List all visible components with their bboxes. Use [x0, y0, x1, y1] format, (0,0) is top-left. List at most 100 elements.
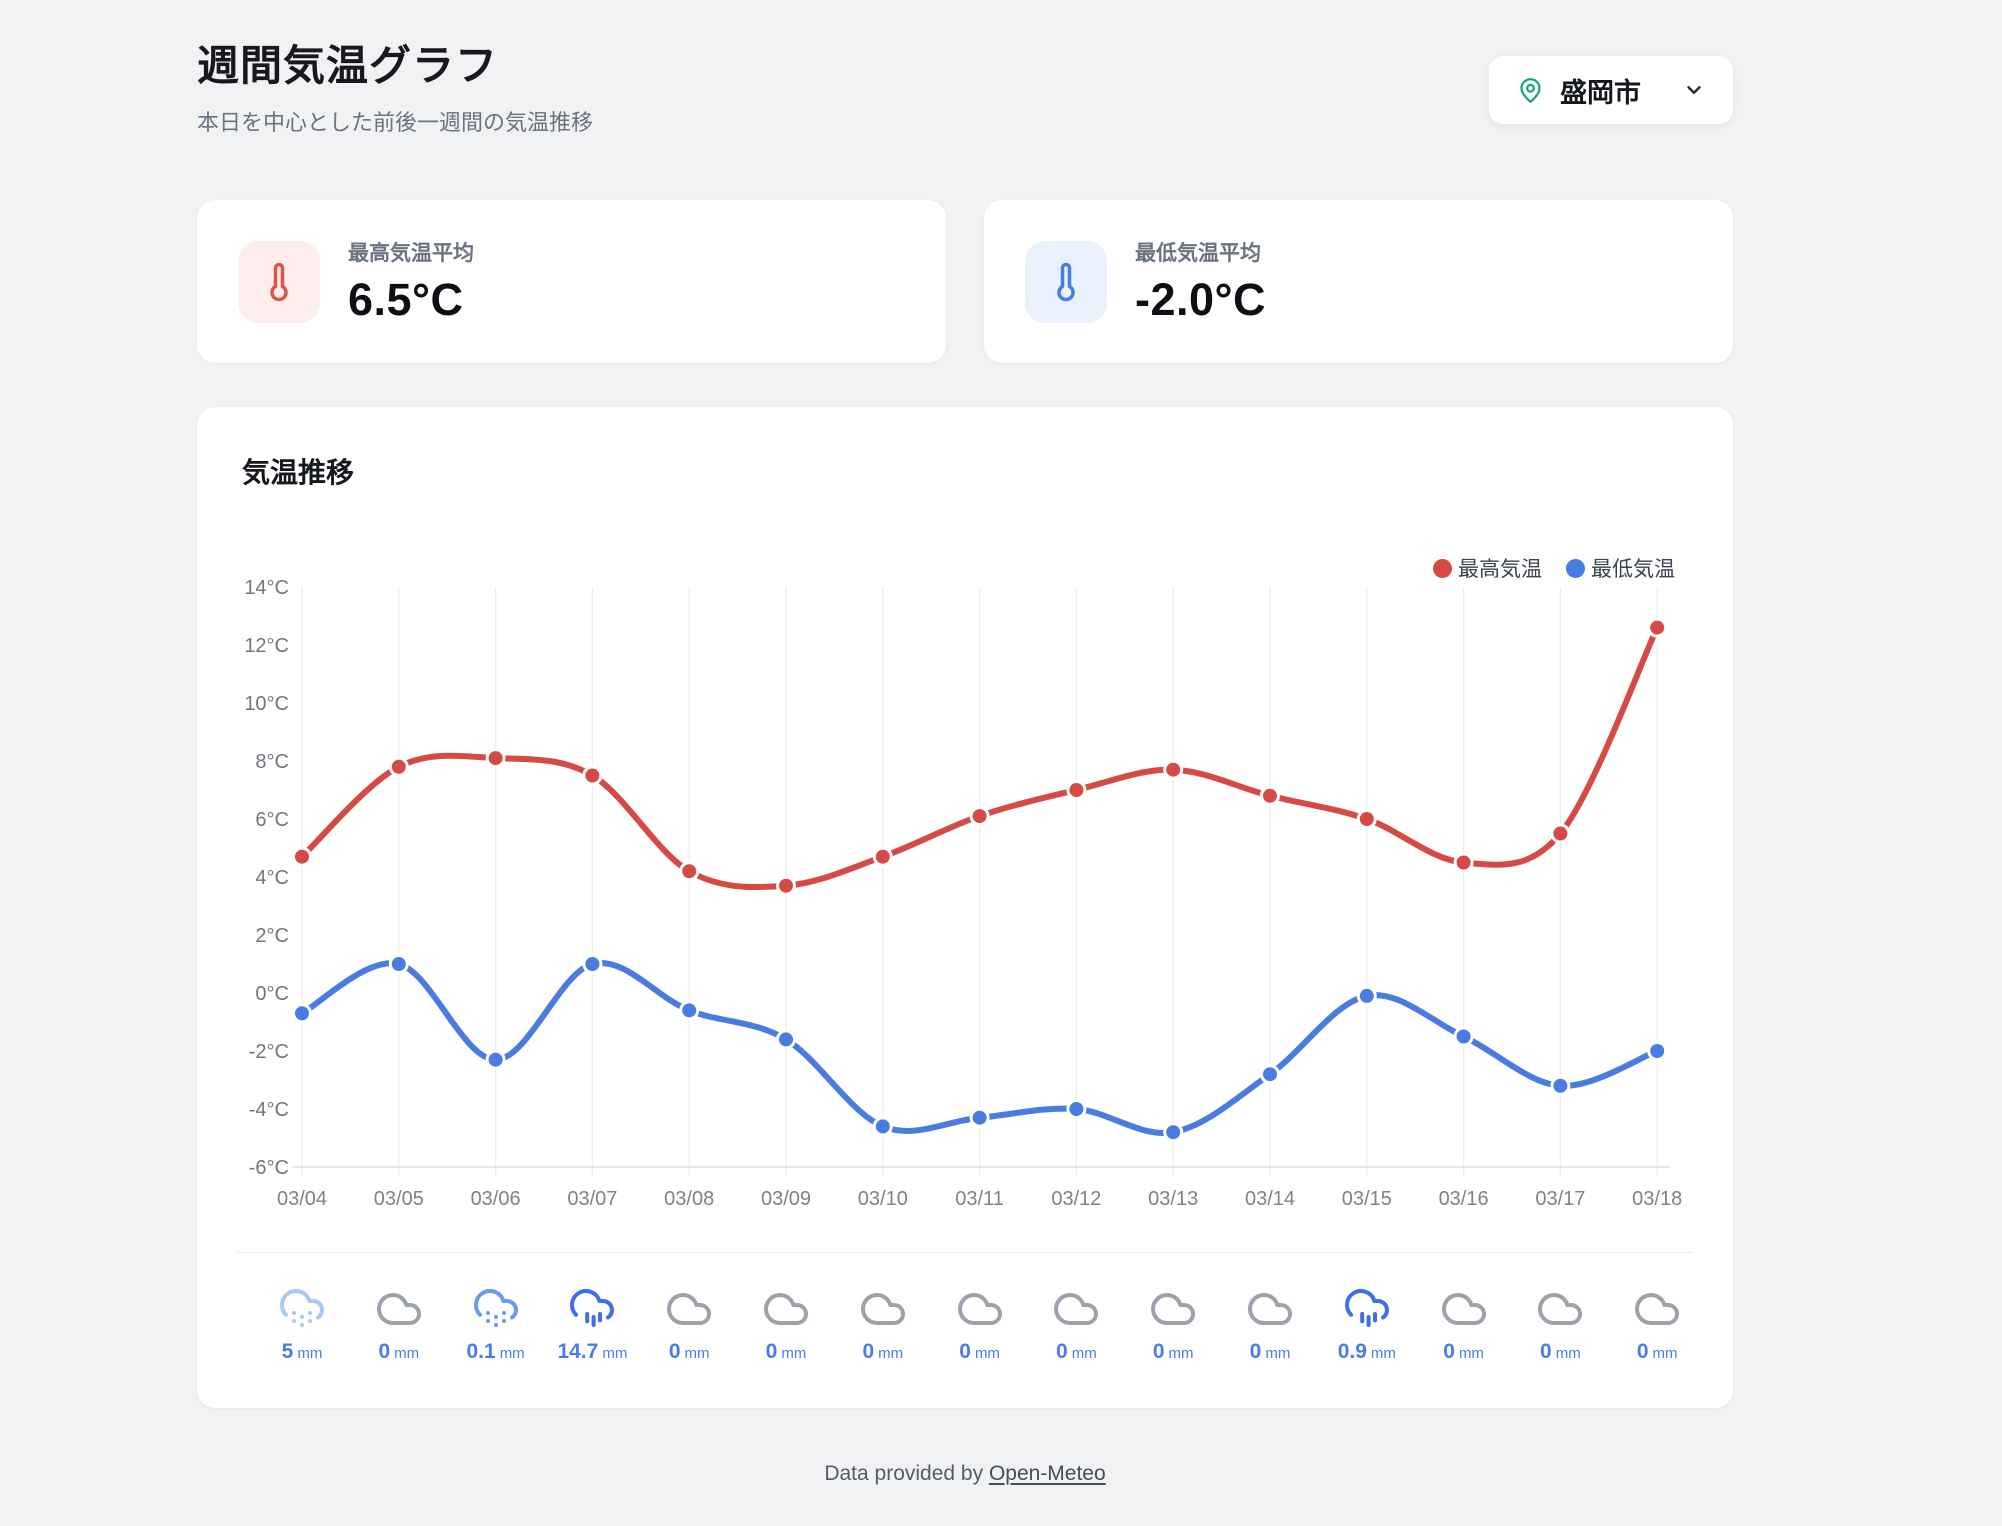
precip-day: 0 mm [350, 1285, 448, 1364]
precip-value: 0 mm [1221, 1340, 1319, 1364]
data-point [1356, 809, 1377, 829]
data-point [1550, 823, 1571, 844]
data-point [969, 1107, 990, 1128]
precip-day: 0 mm [1511, 1285, 1609, 1364]
x-axis-label: 03/05 [374, 1188, 424, 1210]
x-axis-label: 03/11 [955, 1188, 1004, 1210]
precip-value: 0 mm [737, 1340, 835, 1364]
precip-unit: mm [1652, 1345, 1678, 1362]
data-point [872, 846, 893, 867]
precip-day: 0 mm [1027, 1285, 1125, 1364]
series-line-low [299, 959, 1661, 1137]
precip-day: 14.7 mm [543, 1285, 641, 1364]
cloud-icon [1536, 1285, 1584, 1335]
data-point [679, 1000, 700, 1021]
data-point [1066, 780, 1087, 800]
data-point [485, 748, 506, 769]
data-point [582, 765, 603, 786]
stat-card-high: 最高気温平均 6.5°C [197, 200, 946, 363]
footer: Data provided by Open-Meteo [197, 1462, 1733, 1486]
stats-row: 最高気温平均 6.5°C 最低気温平均 -2.0°C [197, 200, 1733, 363]
y-axis-label: -4°C [249, 1099, 289, 1121]
precip-unit: mm [781, 1345, 807, 1362]
precip-value: 0 mm [834, 1340, 932, 1364]
precip-amount: 0 [668, 1340, 681, 1363]
x-axis-label: 03/06 [471, 1188, 521, 1210]
data-point [1163, 1122, 1184, 1143]
precip-value: 0.1 mm [447, 1340, 545, 1364]
data-point [1647, 617, 1668, 638]
data-point [969, 806, 990, 827]
data-point [292, 1003, 312, 1024]
precip-unit: mm [1458, 1345, 1484, 1362]
precip-amount: 0 [959, 1340, 971, 1363]
cloud-icon [1633, 1285, 1681, 1335]
cloud-icon [859, 1285, 907, 1335]
precip-value: 0.9 mm [1318, 1340, 1416, 1364]
map-pin-icon [1520, 77, 1541, 103]
precip-unit: mm [1265, 1345, 1291, 1362]
y-axis-label: 14°C [244, 577, 289, 599]
precip-unit: mm [1555, 1345, 1581, 1362]
thermometer-low-icon [1025, 240, 1107, 323]
page: 週間気温グラフ 本日を中心とした前後一週間の気温推移 盛岡市 最高気温平均 6.… [197, 0, 1733, 1526]
location-selector[interactable]: 盛岡市 [1489, 56, 1733, 124]
data-point [1550, 1075, 1571, 1096]
precip-day: 0 mm [1415, 1285, 1513, 1364]
precip-amount: 0 [1056, 1340, 1068, 1363]
chevron-down-icon [1687, 86, 1701, 94]
data-point [292, 846, 312, 867]
precip-value: 0 mm [1124, 1340, 1222, 1364]
precip-value: 0 mm [640, 1340, 738, 1364]
data-point [1453, 1026, 1474, 1047]
precip-value: 5 mm [253, 1340, 351, 1364]
chart-title: 気温推移 [242, 457, 355, 488]
open-meteo-link[interactable]: Open-Meteo [988, 1462, 1106, 1485]
precip-unit: mm [684, 1345, 710, 1362]
stat-value: -2.0°C [1135, 274, 1267, 325]
precip-value: 0 mm [931, 1340, 1029, 1364]
x-axis-label: 03/16 [1439, 1188, 1489, 1210]
snow-icon [472, 1285, 520, 1335]
precip-day: 0 mm [640, 1285, 738, 1364]
precipitation-row: 5 mm 0 mm 0.1 mm 14.7 mm 0 mm 0 mm 0 mm 0 mm 0 mm 0 mm 0 mm 0.… [197, 1285, 1733, 1395]
cloud-icon [956, 1285, 1004, 1335]
precip-unit: mm [499, 1345, 525, 1362]
precip-unit: mm [602, 1345, 628, 1362]
precip-amount: 0 [1540, 1340, 1552, 1363]
y-axis-label: -2°C [249, 1041, 289, 1063]
legend-item[interactable]: 最低気温 [1566, 553, 1675, 583]
page-subtitle: 本日を中心とした前後一週間の気温推移 [197, 110, 594, 135]
page-title: 週間気温グラフ [197, 42, 499, 89]
temperature-chart: 03/04 03/05 03/06 03/07 03/08 03/09 03/10 03/11… [244, 577, 1682, 1210]
snow-light-icon [278, 1285, 326, 1335]
data-point [388, 954, 409, 974]
precip-amount: 0 [378, 1340, 391, 1363]
legend-dot [1566, 558, 1585, 578]
data-point [1453, 852, 1474, 873]
precip-amount: 0 [1249, 1340, 1262, 1363]
precip-value: 0 mm [1027, 1340, 1125, 1364]
precip-value: 0 mm [1608, 1340, 1706, 1364]
footer-text: Data provided by [824, 1462, 989, 1485]
cloud-icon [1052, 1285, 1100, 1335]
data-point [872, 1116, 893, 1137]
data-point [388, 756, 409, 777]
precip-day: 0 mm [834, 1285, 932, 1364]
data-point [1163, 759, 1184, 780]
chart-card: 気温推移 最高気温 最低気温 03/04 03/05 03/06 03/07 03/08 0… [197, 407, 1733, 1408]
data-point [1260, 1064, 1280, 1085]
legend-item[interactable]: 最高気温 [1433, 553, 1542, 583]
x-axis-label: 03/14 [1245, 1188, 1295, 1210]
data-point [582, 954, 603, 974]
data-point [485, 1049, 506, 1070]
precip-amount: 0 [1152, 1340, 1165, 1363]
data-point [1260, 785, 1280, 806]
x-axis-label: 03/13 [1148, 1188, 1198, 1210]
y-axis-label: 2°C [255, 925, 289, 947]
precip-amount: 5 [281, 1340, 294, 1363]
x-axis-label: 03/10 [858, 1188, 908, 1210]
y-axis-label: 10°C [244, 693, 289, 715]
stat-label: 最低気温平均 [1135, 242, 1261, 265]
precip-unit: mm [297, 1345, 323, 1362]
